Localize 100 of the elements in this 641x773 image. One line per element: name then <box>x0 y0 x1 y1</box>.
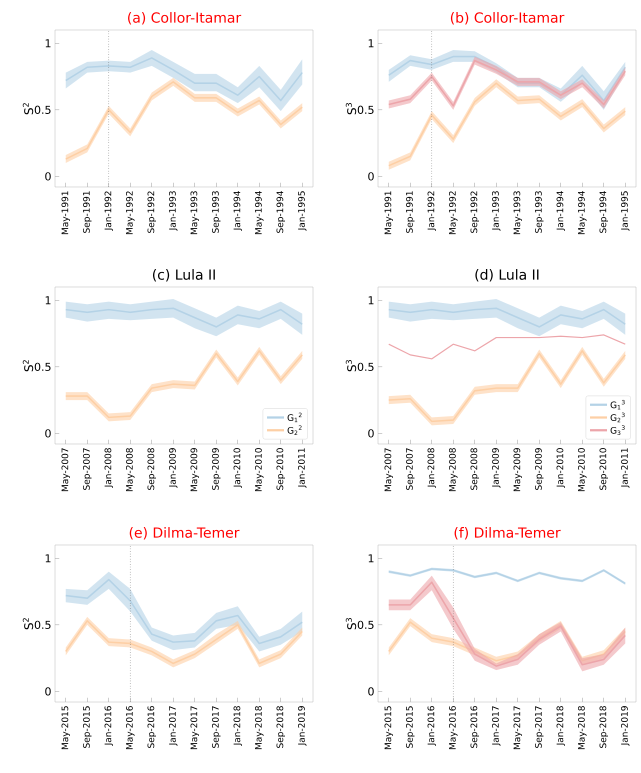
y-tick-label: 0 <box>45 687 51 696</box>
line-series <box>388 56 626 102</box>
x-tick-label: Sep-2015 <box>82 706 92 748</box>
line-series <box>64 578 304 644</box>
y-tick-label: 1 <box>46 554 50 562</box>
x-tick-label: Jan-2017 <box>492 706 500 746</box>
x-tick-label: Jan-2018 <box>234 706 242 746</box>
x-tick-label: Sep-1994 <box>599 191 608 233</box>
y-axis-title: S$^{3}$ <box>346 103 356 114</box>
line-series <box>64 307 304 328</box>
x-tick-label: Sep-2009 <box>212 448 221 490</box>
x-tick-label: May-1991 <box>61 191 70 234</box>
x-tick-label: Sep-2015 <box>406 706 415 748</box>
chart-title: (a) Collor-Itamar <box>128 12 242 24</box>
y-tick-label: 0.5 <box>358 620 374 629</box>
x-tick-label: Sep-2016 <box>470 706 480 748</box>
x-tick-label: Sep-1993 <box>212 191 221 233</box>
y-tick-label: 0 <box>45 172 51 180</box>
line-series <box>388 307 626 328</box>
x-tick-label: Sep-2018 <box>599 706 608 748</box>
x-tick-label: May-1991 <box>384 191 394 234</box>
y-tick-label: 0 <box>368 687 374 696</box>
y-tick-label: 0 <box>368 172 374 180</box>
x-tick-label: May-1994 <box>578 191 587 234</box>
x-tick-label: May-2015 <box>61 706 70 750</box>
line-series <box>64 57 304 102</box>
x-tick-label: May-2007 <box>384 448 394 492</box>
x-tick-label: Jan-1992 <box>104 191 113 231</box>
y-axis-title: S$^{3}$ <box>346 618 356 630</box>
x-tick-label: Jan-2016 <box>104 706 113 746</box>
x-tick-label: Jan-1995 <box>621 191 630 231</box>
x-tick-label: Jan-1993 <box>492 191 500 231</box>
x-tick-label: May-2015 <box>384 706 394 750</box>
x-tick-label: Sep-2010 <box>276 448 286 490</box>
x-tick-label: Jan-2010 <box>234 448 242 488</box>
x-tick-label: May-1992 <box>126 191 135 234</box>
y-axis-title: S$^{2}$ <box>22 360 34 372</box>
x-tick-label: Jan-2009 <box>169 448 178 488</box>
x-tick-label: May-2008 <box>448 448 458 492</box>
x-tick-label: Jan-1994 <box>234 191 242 231</box>
y-tick-label: 0.5 <box>358 362 374 371</box>
x-tick-label: Sep-1993 <box>534 191 544 233</box>
x-tick-label: May-2018 <box>254 706 264 750</box>
x-tick-label: Jan-2008 <box>428 448 436 488</box>
y-tick-label: 1 <box>368 296 374 304</box>
y-axis-title: S$^{2}$ <box>22 618 34 630</box>
x-tick-label: Jan-2019 <box>298 706 306 746</box>
x-tick-label: Sep-2018 <box>276 706 286 748</box>
x-tick-label: May-2010 <box>578 448 587 492</box>
x-tick-label: May-2010 <box>254 448 264 492</box>
x-tick-label: May-2017 <box>190 706 200 750</box>
x-tick-label: Jan-2011 <box>621 448 630 488</box>
x-tick-label: Sep-1991 <box>82 191 92 233</box>
x-tick-label: Jan-2009 <box>492 448 500 488</box>
x-tick-label: Jan-2017 <box>169 706 178 746</box>
x-tick-label: Sep-2008 <box>470 448 480 490</box>
x-tick-label: May-2007 <box>61 448 70 492</box>
x-tick-label: May-1993 <box>190 191 200 234</box>
x-tick-label: May-2016 <box>448 706 458 750</box>
chart-title: (d) Lula II <box>475 269 538 282</box>
x-tick-label: Sep-2008 <box>147 448 156 490</box>
x-tick-label: Sep-1992 <box>147 191 156 233</box>
y-tick-label: 1 <box>46 296 50 304</box>
x-tick-label: Sep-2016 <box>147 706 156 748</box>
x-tick-label: Sep-1994 <box>276 191 286 233</box>
x-tick-label: Sep-2007 <box>406 448 415 490</box>
x-tick-label: May-2018 <box>578 706 587 750</box>
y-tick-label: 0 <box>368 429 374 438</box>
chart-title: (f) Dilma-Temer <box>454 527 561 540</box>
x-tick-label: May-1992 <box>448 191 458 234</box>
y-tick-label: 1 <box>46 39 50 48</box>
y-tick-label: 0.5 <box>34 362 51 371</box>
x-tick-label: May-2009 <box>513 448 522 492</box>
y-tick-label: 0 <box>45 429 51 438</box>
x-tick-label: Jan-1993 <box>169 191 178 231</box>
y-tick-label: 0.5 <box>34 620 51 629</box>
x-tick-label: Jan-1992 <box>428 191 436 231</box>
x-tick-label: Jan-2018 <box>556 706 565 746</box>
x-tick-label: Jan-2008 <box>104 448 113 488</box>
y-axis-title: S$^{2}$ <box>22 103 34 114</box>
y-tick-label: 0.5 <box>34 106 51 114</box>
x-tick-label: Sep-2010 <box>599 448 608 490</box>
x-tick-label: Jan-1994 <box>556 191 565 231</box>
y-tick-label: 1 <box>368 554 374 562</box>
x-tick-label: May-1994 <box>254 191 264 234</box>
x-tick-label: Sep-2017 <box>534 706 544 748</box>
x-tick-label: Jan-2011 <box>298 448 306 488</box>
x-tick-label: May-2009 <box>190 448 200 492</box>
x-tick-label: May-2017 <box>513 706 522 750</box>
x-tick-label: Jan-1995 <box>298 191 306 231</box>
chart-title: (b) Collor-Itamar <box>450 12 564 24</box>
y-tick-label: 0.5 <box>358 106 374 114</box>
x-tick-label: Sep-1992 <box>470 191 480 233</box>
chart-title: (e) Dilma-Temer <box>130 527 240 540</box>
x-tick-label: Sep-1991 <box>406 191 415 233</box>
x-tick-label: Sep-2009 <box>534 448 544 490</box>
x-tick-label: Sep-2007 <box>82 448 92 490</box>
y-axis-title: S$^{3}$ <box>346 360 356 372</box>
chart-title: (c) Lula II <box>152 269 215 282</box>
x-tick-label: Jan-2019 <box>621 706 630 746</box>
